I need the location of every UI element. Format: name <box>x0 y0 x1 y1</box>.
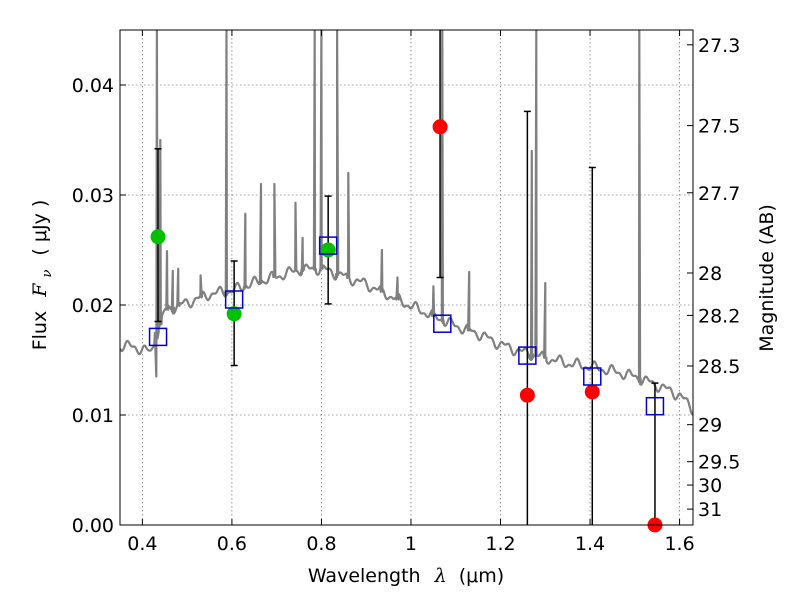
x-axis-label-symbol: λ <box>434 565 447 587</box>
detection-point <box>320 242 336 258</box>
model-band-square <box>433 314 452 333</box>
right-tick-label: 27.5 <box>698 116 740 138</box>
right-tick-label: 28.2 <box>698 305 740 327</box>
model-band-square <box>318 236 338 255</box>
y-axis-label: Flux F ν ( μJy ) <box>29 200 56 351</box>
plot-frame <box>119 29 694 526</box>
marker-layer <box>148 119 665 533</box>
right-tick-label: 29.5 <box>698 452 740 474</box>
nondetection-point <box>519 387 535 403</box>
y-tick-label: 0.03 <box>72 185 114 207</box>
y-tick-label: 0.01 <box>72 405 114 427</box>
right-tick-label: 28.5 <box>698 356 740 378</box>
model-band-square <box>148 327 168 347</box>
x-axis-label-unit: (μm) <box>459 565 504 587</box>
x-tick-label: 0.4 <box>127 533 157 555</box>
x-axis-label: Wavelength λ (μm) <box>308 565 504 587</box>
x-tick-label: 0.8 <box>306 533 336 555</box>
right-tick-label: 30 <box>698 475 722 497</box>
model-band-square <box>583 367 602 386</box>
y-tick-label: 0.04 <box>72 75 114 97</box>
x-tick-label: 1.4 <box>575 533 605 555</box>
ticks-layer: 0.4 0.6 0.8 1 1.2 1.4 1.6 0.00 0.01 0.02 0.03 0.04 2… <box>72 30 740 555</box>
y-tick-label: 0.02 <box>72 295 114 317</box>
x-tick-label: 1 <box>405 533 417 555</box>
model-band-square <box>645 396 665 416</box>
y-axis-label-symbol: F <box>29 283 51 298</box>
right-tick-label: 27.3 <box>698 35 740 57</box>
nondetection-point <box>584 384 600 400</box>
model-band-square <box>518 346 537 365</box>
detection-point <box>150 229 166 245</box>
right-tick-label: 27.7 <box>698 183 740 205</box>
right-tick-label: 29 <box>698 415 722 437</box>
x-tick-label: 1.6 <box>664 533 694 555</box>
y-axis-label-subscript: ν <box>40 270 55 278</box>
nondetection-point <box>432 119 448 135</box>
x-axis-label-text: Wavelength <box>308 565 421 587</box>
y-axis-label-text: Flux <box>29 311 51 351</box>
right-tick-label: 31 <box>698 499 722 521</box>
x-tick-label: 1.2 <box>485 533 515 555</box>
y-tick-label: 0.00 <box>72 515 114 537</box>
model-band-square <box>224 290 244 309</box>
right-tick-label: 28 <box>698 263 722 285</box>
x-tick-label: 0.6 <box>217 533 247 555</box>
y-axis-label-unit: ( μJy ) <box>29 200 51 256</box>
detection-point <box>226 306 242 322</box>
right-axis-label: Magnitude (AB) <box>756 204 778 352</box>
